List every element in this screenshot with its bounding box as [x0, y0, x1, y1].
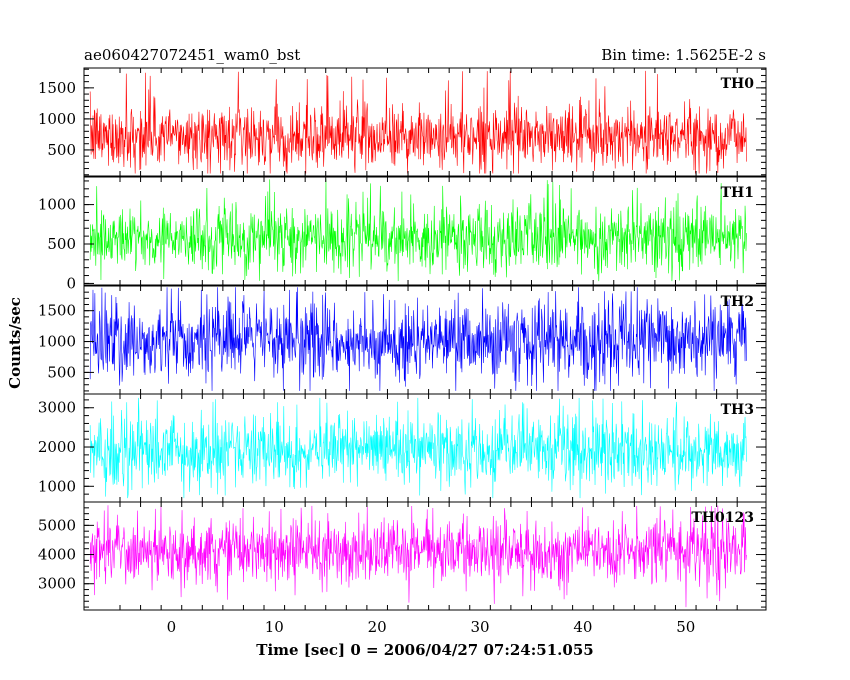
bin-time-label: Bin time: 1.5625E-2 s — [601, 46, 766, 64]
y-tick-label: 1500 — [38, 302, 76, 320]
y-tick-label: 500 — [47, 235, 76, 253]
series-line-th0123 — [89, 505, 747, 608]
y-tick-label: 500 — [47, 363, 76, 381]
observation-id-title: ae060427072451_wam0_bst — [84, 46, 300, 64]
y-tick-label: 1000 — [38, 196, 76, 214]
panel-label-th2: TH2 — [721, 294, 754, 310]
y-tick-label: 5000 — [38, 516, 76, 534]
x-tick-label: 30 — [470, 618, 489, 636]
x-tick-label: 40 — [573, 618, 592, 636]
panel-frame-th0123 — [83, 501, 767, 611]
x-tick-label: 20 — [368, 618, 387, 636]
panel-label-th1: TH1 — [721, 185, 754, 201]
y-tick-label: 1000 — [38, 333, 76, 351]
panel-label-th0123: TH0123 — [691, 510, 754, 526]
series-line-th3 — [89, 397, 747, 499]
x-tick-label: 50 — [676, 618, 695, 636]
y-tick-label: 1500 — [38, 79, 76, 97]
y-tick-label: 0 — [66, 274, 76, 292]
y-tick-label: 1000 — [38, 110, 76, 128]
series-line-th1 — [89, 179, 747, 282]
y-axis-title: Counts/sec — [6, 297, 24, 389]
panel-frame-th0 — [83, 67, 767, 177]
y-tick-label: 2000 — [38, 438, 76, 456]
panel-label-th3: TH3 — [721, 402, 754, 418]
y-tick-label: 1000 — [38, 477, 76, 495]
x-tick-label: 0 — [167, 618, 177, 636]
y-tick-label: 3000 — [38, 575, 76, 593]
series-line-th0 — [89, 70, 747, 174]
x-tick-label: 10 — [265, 618, 284, 636]
panel-frame-th1 — [83, 176, 767, 286]
y-tick-label: 500 — [47, 141, 76, 159]
y-tick-label: 3000 — [38, 399, 76, 417]
x-axis-title: Time [sec] 0 = 2006/04/27 07:24:51.055 — [256, 641, 593, 659]
series-line-th2 — [89, 287, 747, 391]
y-tick-label: 4000 — [38, 546, 76, 564]
panel-label-th0: TH0 — [721, 76, 755, 92]
